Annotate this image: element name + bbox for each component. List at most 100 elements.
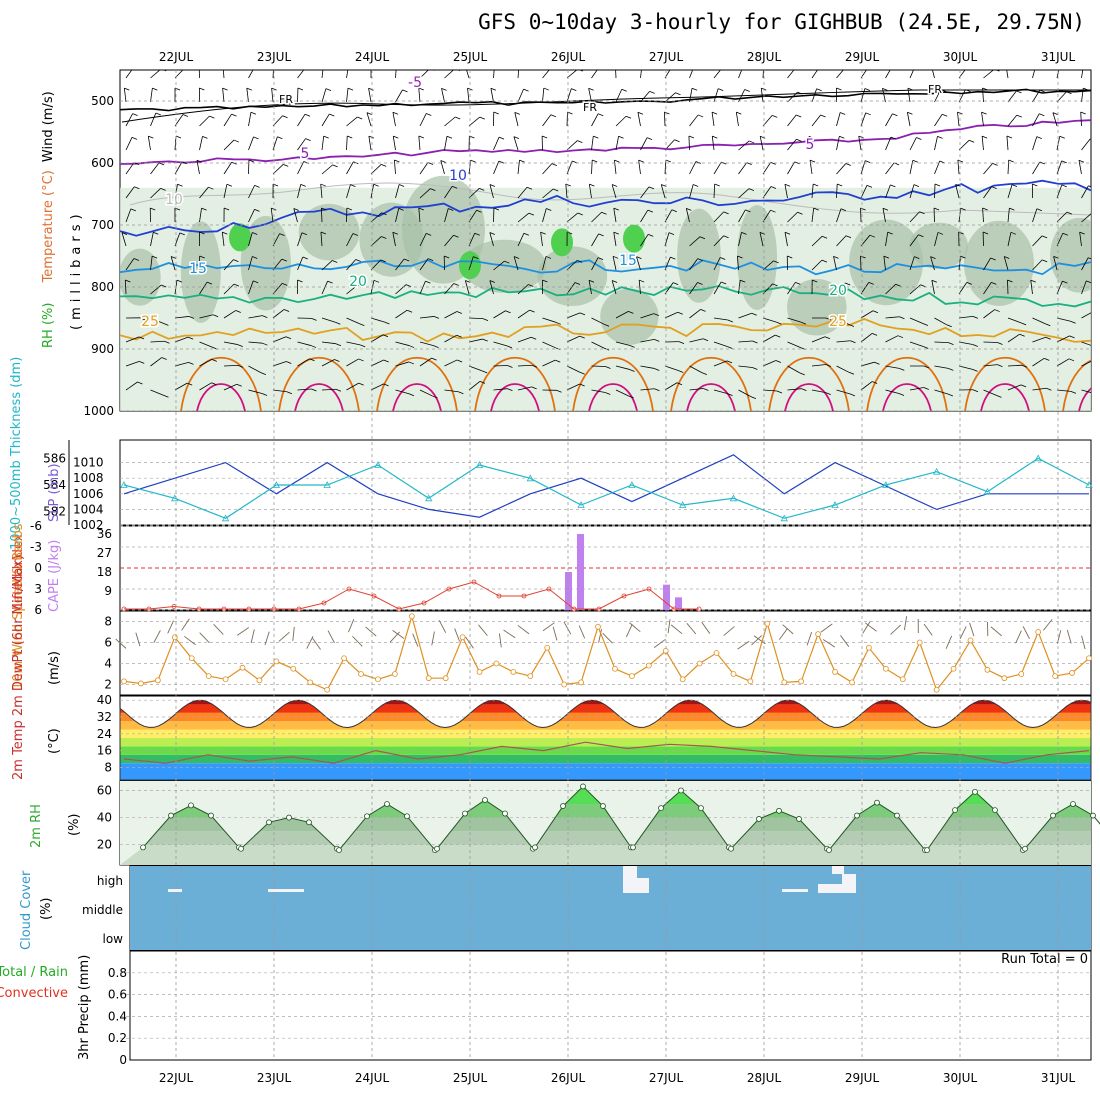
wind-barb bbox=[907, 88, 911, 103]
lifted-index-line bbox=[124, 581, 699, 610]
wind-barb bbox=[1056, 358, 1070, 367]
ylabel-lifted-index: Lifted Index bbox=[11, 533, 26, 610]
wind-barb-flag bbox=[133, 258, 140, 261]
wind-barb-flag bbox=[482, 338, 488, 342]
wind-barb-flag bbox=[302, 256, 308, 260]
wind-barb bbox=[1081, 70, 1084, 79]
wind-barb bbox=[1081, 389, 1091, 393]
wind-barb-flag bbox=[697, 114, 704, 118]
wind-barb bbox=[983, 70, 995, 79]
wind-barb-flag bbox=[490, 87, 497, 91]
wind-barb bbox=[713, 70, 721, 79]
wind-barb-flag bbox=[919, 211, 925, 215]
wind-barb-flag bbox=[425, 280, 431, 284]
wind-barb bbox=[174, 232, 181, 247]
pressure-tick-label: 500 bbox=[91, 94, 114, 108]
wind-barb bbox=[395, 89, 403, 103]
wind-barb bbox=[958, 341, 973, 345]
tick-label: 0.2 bbox=[108, 1031, 127, 1045]
wind-barb bbox=[1007, 364, 1023, 367]
wind-barb bbox=[934, 317, 947, 326]
wind-barb-flag bbox=[740, 279, 746, 283]
contour-label: FR bbox=[583, 101, 597, 114]
tick-label: 60 bbox=[97, 783, 112, 797]
wind-barb bbox=[223, 113, 232, 127]
wind10m-barb bbox=[737, 640, 750, 650]
wind-barb bbox=[885, 316, 900, 319]
wind-barb-flag bbox=[358, 358, 364, 362]
wind-barb-flag bbox=[1066, 91, 1072, 95]
wind10m-barb bbox=[602, 632, 613, 644]
wind-barb-flag bbox=[223, 207, 230, 211]
wind-barb bbox=[346, 341, 361, 346]
wind-barb-flag bbox=[845, 163, 851, 166]
wind10m-line-marker bbox=[1018, 671, 1025, 677]
temperature-contour-35 bbox=[980, 383, 1030, 411]
wind10m-line-marker bbox=[307, 679, 314, 686]
wind-barb-flag bbox=[519, 159, 525, 163]
wind-barb-flag bbox=[254, 185, 260, 188]
wind10m-line-marker bbox=[832, 669, 838, 675]
wind-barb-flag bbox=[821, 235, 828, 239]
wind-barb bbox=[882, 208, 886, 223]
wind-barb bbox=[1007, 159, 1010, 175]
wind-barb bbox=[738, 188, 750, 199]
wind-barb-flag bbox=[820, 114, 826, 118]
wind-barb-flag bbox=[355, 259, 361, 262]
wind-barb bbox=[542, 70, 550, 79]
rh2m-marker bbox=[306, 819, 312, 826]
wind-barb-flag bbox=[383, 383, 389, 387]
wind-barb-flag bbox=[695, 161, 701, 164]
wind-barb-flag bbox=[646, 137, 653, 141]
wind-barb bbox=[787, 282, 796, 295]
wind-barb-flag bbox=[392, 231, 398, 235]
rh2m-panel: 20 40 60 bbox=[97, 781, 1100, 865]
rh2m-marker bbox=[698, 805, 704, 811]
wind10m-line-marker bbox=[493, 660, 500, 667]
cloud-level-label: low bbox=[103, 932, 124, 946]
wind-barb bbox=[493, 341, 508, 347]
wind-barb bbox=[174, 361, 189, 367]
wind-barb-flag bbox=[776, 390, 783, 394]
wind-barb-flag bbox=[171, 256, 177, 259]
wind-barb bbox=[1056, 160, 1063, 175]
wind-barb-flag bbox=[612, 255, 619, 259]
wind-barb bbox=[150, 112, 157, 127]
wind10m-barb bbox=[465, 636, 474, 649]
wind-barb-flag bbox=[441, 87, 447, 91]
wind-barb-flag bbox=[727, 393, 733, 396]
rh2m-marker bbox=[580, 783, 586, 790]
wind-barb-flag bbox=[892, 113, 898, 117]
wind10m-barb bbox=[563, 621, 572, 635]
wind10m-line-marker bbox=[1035, 629, 1042, 635]
cloud-panel: high middle low bbox=[82, 866, 1091, 950]
wind-barb-flag bbox=[898, 393, 905, 396]
wind-barb-flag bbox=[121, 232, 128, 235]
pressure-tick-label: 700 bbox=[91, 218, 114, 232]
temperature-contour-10 bbox=[120, 179, 1091, 237]
wind-barb-flag bbox=[139, 361, 145, 364]
wind10m-barb bbox=[184, 635, 196, 646]
wind-barb bbox=[248, 185, 255, 199]
wind-barb-flag bbox=[237, 365, 244, 368]
wind10m-barb bbox=[167, 620, 174, 634]
wind-barb-flag bbox=[812, 183, 819, 187]
wind-barb bbox=[468, 116, 481, 127]
temperature-contour-30 bbox=[572, 357, 654, 411]
wind-barb-flag bbox=[1042, 259, 1048, 263]
wind10m-barb bbox=[517, 625, 530, 635]
wind-barb bbox=[787, 341, 801, 348]
wind10m-barb bbox=[969, 622, 975, 637]
wind-barb-flag bbox=[311, 388, 317, 392]
wind-barb-flag bbox=[1008, 159, 1014, 163]
wind-barb-flag bbox=[750, 396, 756, 399]
wind-barb bbox=[738, 162, 748, 175]
date-tick-label: 23JUL bbox=[257, 50, 292, 64]
ylabel-temp-unit: (°C) bbox=[47, 728, 62, 754]
wind-barb bbox=[664, 382, 678, 391]
date-tick-label: 23JUL bbox=[257, 1071, 292, 1085]
wind-barb-flag bbox=[940, 89, 946, 92]
wind-barb-flag bbox=[261, 393, 268, 396]
wind-barb-flag bbox=[418, 87, 424, 91]
wind10m-barb bbox=[1015, 630, 1022, 644]
